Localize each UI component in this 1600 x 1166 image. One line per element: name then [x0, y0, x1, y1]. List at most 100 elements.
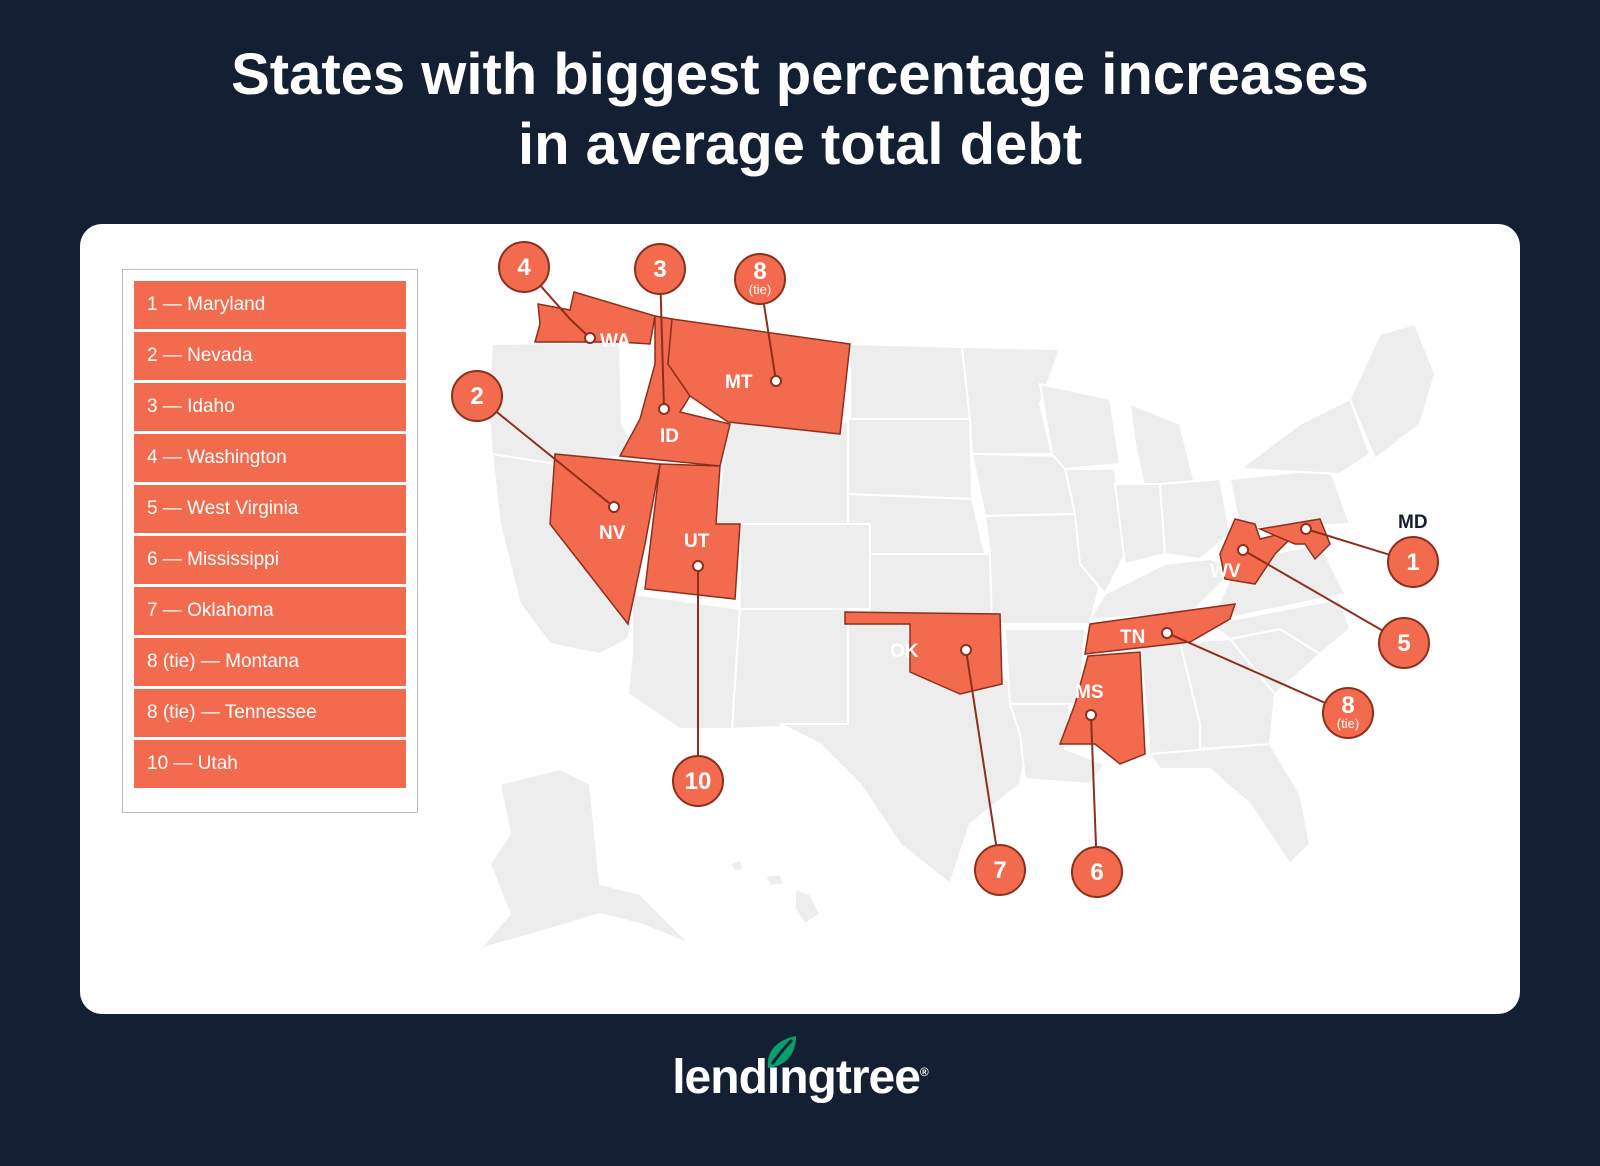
page-title: States with biggest percentage increases…: [0, 40, 1600, 180]
dot-ok: [960, 644, 972, 656]
us-map: WA ID MT NV UT OK MS TN WV MD 4 3 8 (tie…: [451, 241, 1439, 951]
state-south-dakota: [847, 418, 974, 501]
badge-wa: [498, 241, 550, 293]
badge-ut-rank: 10: [685, 768, 712, 795]
legend-item-tennessee: 8 (tie) — Tennessee: [134, 689, 406, 737]
badge-ok: [974, 844, 1026, 896]
registered-mark: ®: [919, 1065, 929, 1079]
state-mississippi: [1058, 651, 1146, 765]
state-arizona: [626, 592, 742, 730]
badge-nv: [451, 370, 503, 422]
highlighted-states: [534, 291, 1331, 765]
leader-ms: [1090, 714, 1098, 873]
dot-nv: [608, 501, 620, 513]
state-dots: [584, 332, 1312, 721]
badge-md: [1387, 536, 1439, 588]
dot-wa: [584, 332, 596, 344]
rank-badges: 4 3 8 (tie) 2 10 7 6 8 (tie) 5 1: [451, 241, 1439, 898]
leaf-icon: [767, 1036, 797, 1068]
state-pennsylvania: [1228, 467, 1352, 531]
state-new-england: [1348, 322, 1437, 461]
logo-text: lendingtree: [672, 1051, 921, 1104]
legend-item-nevada: 2 — Nevada: [134, 332, 406, 380]
badge-md-rank: 1: [1406, 549, 1419, 576]
map-card: 1 — Maryland 2 — Nevada 3 — Idaho 4 — Wa…: [80, 224, 1520, 1014]
label-ut: UT: [684, 531, 710, 552]
dot-ms: [1085, 709, 1097, 721]
badge-ut: [672, 755, 724, 807]
label-md: MD: [1398, 512, 1428, 533]
legend-item-utah: 10 — Utah: [134, 740, 406, 788]
leader-tn: [1166, 632, 1349, 714]
ranking-legend: 1 — Maryland 2 — Nevada 3 — Idaho 4 — Wa…: [122, 269, 418, 813]
badge-ms: [1071, 846, 1123, 898]
state-new-york: [1237, 397, 1372, 476]
state-ohio: [1158, 477, 1232, 561]
dot-ut: [692, 560, 704, 572]
title-line-1: States with biggest percentage increases: [231, 42, 1369, 107]
legend-item-washington: 4 — Washington: [134, 434, 406, 482]
label-nv: NV: [599, 523, 626, 544]
state-utah: [644, 463, 741, 600]
dot-tn: [1161, 627, 1173, 639]
state-louisiana: [1008, 703, 1107, 786]
legend-item-oklahoma: 7 — Oklahoma: [134, 587, 406, 635]
state-nevada: [549, 453, 661, 626]
state-labels: WA ID MT NV UT OK MS TN WV MD: [599, 331, 1428, 703]
dot-wv: [1237, 544, 1249, 556]
badge-mt: [734, 253, 786, 305]
badge-nv-rank: 2: [470, 383, 483, 410]
state-wyoming: [714, 421, 849, 525]
label-ok: OK: [890, 641, 919, 662]
state-new-mexico: [730, 608, 849, 731]
badge-tn-rank: 8: [1341, 692, 1354, 719]
state-colorado: [739, 523, 871, 610]
badge-ok-rank: 7: [993, 857, 1006, 884]
badge-tn-tie: (tie): [1337, 716, 1359, 731]
state-washington: [534, 291, 656, 345]
state-montana: [667, 318, 851, 435]
dot-md: [1300, 523, 1312, 535]
label-tn: TN: [1120, 627, 1145, 648]
state-oklahoma: [844, 611, 1003, 695]
state-hawaii: [728, 858, 822, 926]
badge-mt-rank: 8: [753, 258, 766, 285]
label-wv: WV: [1210, 561, 1241, 582]
leader-lines: [476, 266, 1414, 873]
leader-wv: [1242, 549, 1405, 644]
label-id: ID: [660, 426, 679, 447]
label-ms: MS: [1075, 682, 1104, 703]
state-north-dakota: [849, 342, 972, 420]
legend-item-mississippi: 6 — Mississippi: [134, 536, 406, 584]
legend-item-west-virginia: 5 — West Virginia: [134, 485, 406, 533]
state-oregon: [486, 340, 642, 466]
state-florida: [1148, 742, 1312, 866]
dot-mt: [770, 375, 782, 387]
badge-id: [634, 243, 686, 295]
state-indiana: [1113, 483, 1167, 566]
state-north-carolina: [1207, 597, 1352, 656]
label-mt: MT: [725, 372, 753, 393]
state-wisconsin: [1038, 382, 1122, 471]
badge-ms-rank: 6: [1090, 859, 1103, 886]
title-line-2: in average total debt: [517, 112, 1083, 177]
badge-wv-rank: 5: [1397, 630, 1410, 657]
state-alaska: [477, 767, 691, 951]
legend-item-montana: 8 (tie) — Montana: [134, 638, 406, 686]
leader-nv: [476, 395, 615, 508]
lendingtree-logo: lendingtree®: [0, 1036, 1600, 1105]
logo-wordmark: lendingtree®: [672, 1036, 929, 1105]
state-arkansas: [1003, 628, 1087, 705]
state-tennessee: [1084, 603, 1237, 655]
dot-id: [658, 403, 670, 415]
legend-item-maryland: 1 — Maryland: [134, 281, 406, 329]
legend-item-idaho: 3 — Idaho: [134, 383, 406, 431]
state-kansas: [869, 553, 994, 615]
badge-tn: [1322, 687, 1374, 739]
badge-wa-rank: 4: [517, 254, 531, 281]
state-michigan: [1128, 402, 1197, 491]
badge-wv: [1378, 617, 1430, 669]
badge-id-rank: 3: [653, 256, 666, 283]
leader-ok: [965, 649, 1001, 871]
badge-mt-tie: (tie): [749, 282, 771, 297]
